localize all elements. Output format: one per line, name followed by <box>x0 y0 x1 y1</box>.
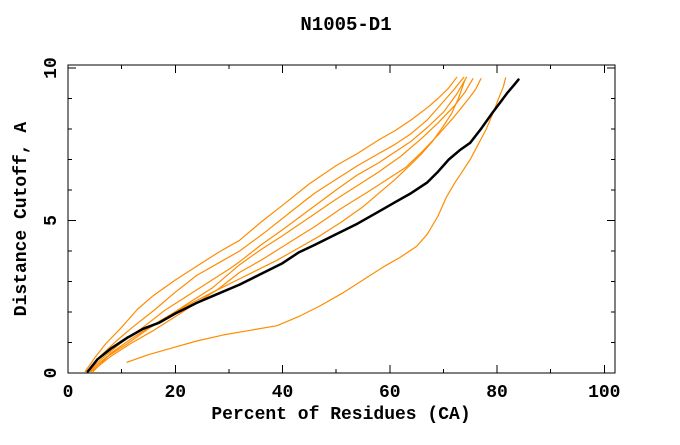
y-tick-label: 5 <box>42 215 62 226</box>
x-tick-label: 100 <box>588 383 620 403</box>
series-line-model-2 <box>86 76 465 373</box>
y-tick-label: 10 <box>42 57 62 79</box>
chart-title: N1005-D1 <box>300 14 391 36</box>
series-line-model-outlier <box>126 77 507 363</box>
x-tick-label: 80 <box>486 383 508 403</box>
series-line-model-5 <box>90 78 482 373</box>
series-line-reference-black <box>86 78 520 373</box>
series-line-model-1 <box>84 76 458 373</box>
tick-labels: 0 20 40 60 80 100 0 5 10 <box>42 57 620 403</box>
x-tick-label: 0 <box>63 383 74 403</box>
plot-border <box>67 64 616 374</box>
x-tick-label: 20 <box>164 383 186 403</box>
data-curves <box>84 76 520 373</box>
x-tick-label: 60 <box>379 383 401 403</box>
y-axis-label: Distance Cutoff, A <box>12 122 32 317</box>
series-line-model-6 <box>92 79 466 373</box>
series-line-model-3 <box>87 76 468 373</box>
x-tick-label: 40 <box>272 383 294 403</box>
x-axis-label: Percent of Residues (CA) <box>211 405 470 425</box>
y-tick-label: 0 <box>42 368 62 379</box>
